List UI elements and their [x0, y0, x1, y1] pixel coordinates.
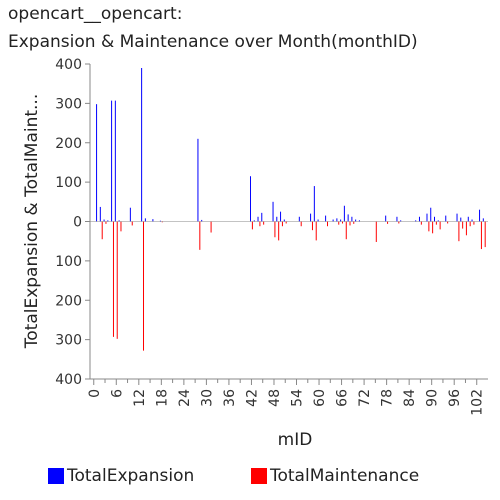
x-tick-label: 6	[109, 389, 125, 398]
x-tick-label: 18	[154, 389, 170, 407]
y-tick-label: 400	[55, 372, 82, 388]
x-tick-label: 0	[87, 389, 103, 398]
x-tick-label: 96	[447, 389, 463, 407]
x-tick-label: 66	[335, 389, 351, 407]
y-tick-label: 200	[55, 293, 82, 309]
x-tick-label: 36	[222, 389, 238, 407]
x-tick-label: 102	[470, 389, 486, 416]
x-tick-label: 42	[244, 389, 260, 407]
x-tick-label: 24	[177, 389, 193, 407]
x-tick-label: 12	[132, 389, 148, 407]
x-tick-label: 78	[380, 389, 396, 407]
legend-swatch-expansion	[48, 468, 64, 484]
y-tick-label: 200	[55, 136, 82, 152]
legend-label-expansion: TotalExpansion	[67, 466, 195, 486]
y-tick-label: 400	[55, 57, 82, 73]
legend-swatch-maintenance	[251, 468, 267, 484]
x-tick-label: 84	[402, 389, 418, 407]
y-tick-label: 100	[55, 175, 82, 191]
x-tick-label: 90	[425, 389, 441, 407]
bars-layer	[96, 67, 486, 351]
x-tick-label: 60	[312, 389, 328, 407]
chart-title-line-1: opencart__opencart:	[8, 4, 183, 24]
legend-item-maintenance: TotalMaintenance	[251, 465, 419, 487]
x-axis-label: mID	[278, 430, 313, 450]
legend-label-maintenance: TotalMaintenance	[270, 466, 420, 486]
x-tick-label: 72	[357, 389, 373, 407]
y-tick-label: 100	[55, 254, 82, 270]
y-tick-label: 0	[73, 215, 82, 231]
y-tick-label: 300	[55, 333, 82, 349]
y-axis-label: TotalExpansion & TotalMaint...	[22, 94, 42, 349]
y-tick-label: 300	[55, 96, 82, 112]
x-tick-label: 30	[199, 389, 215, 407]
chart-title-line-2: Expansion & Maintenance over Month(month…	[8, 32, 418, 52]
x-tick-label: 48	[267, 389, 283, 407]
x-tick-label: 54	[290, 389, 306, 407]
legend-item-expansion: TotalExpansion	[48, 465, 194, 487]
